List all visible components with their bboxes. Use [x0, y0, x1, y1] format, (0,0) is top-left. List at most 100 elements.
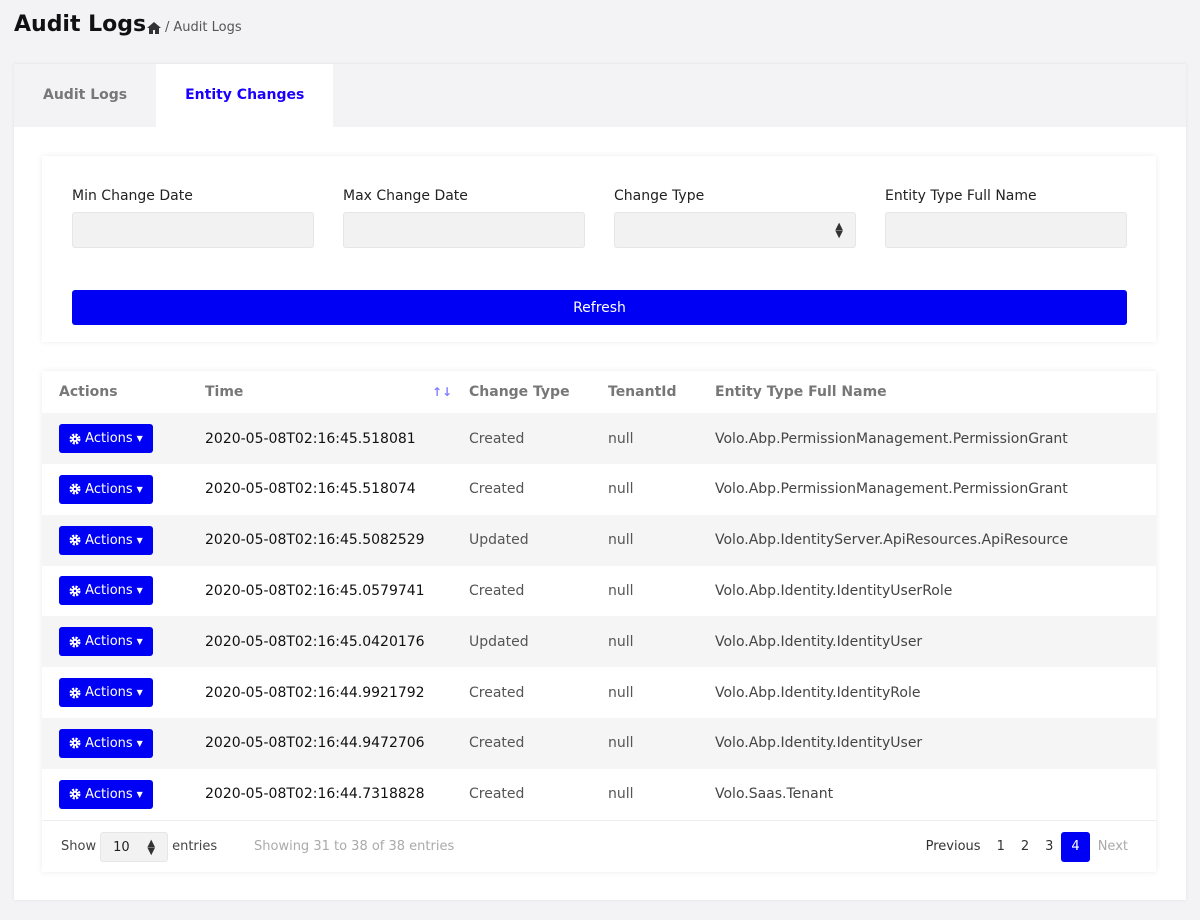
cell-entity-type: Volo.Abp.PermissionManagement.Permission… — [715, 481, 1068, 498]
next-page[interactable]: Next — [1097, 838, 1128, 854]
caret-down-icon: ▼ — [136, 688, 143, 697]
table-row: Actions ▼ 2020-05-08T02:16:44.9921792 Cre… — [42, 667, 1156, 718]
page-4[interactable]: 4 — [1061, 831, 1090, 862]
entity-type-label: Entity Type Full Name — [885, 188, 1037, 204]
cell-time: 2020-05-08T02:16:45.0420176 — [205, 633, 425, 650]
cell-entity-type: Volo.Abp.Identity.IdentityUser — [715, 633, 923, 650]
actions-label: Actions — [85, 431, 133, 446]
caret-down-icon: ▼ — [136, 789, 143, 799]
actions-button[interactable]: Actions ▼ — [59, 525, 153, 555]
actions-button[interactable]: Actions ▼ — [59, 474, 153, 504]
cell-change-type: Updated — [469, 532, 529, 549]
gear-icon — [69, 483, 81, 495]
cell-time: 2020-05-08T02:16:44.9472706 — [205, 735, 425, 752]
page-2[interactable]: 2 — [1020, 838, 1030, 854]
cell-change-type: Created — [469, 786, 525, 803]
actions-label: Actions — [85, 532, 133, 548]
page-title: Audit Logs — [14, 12, 147, 37]
previous-page[interactable]: Previous — [925, 838, 981, 854]
cell-entity-type: Volo.Abp.Identity.IdentityUserRole — [715, 582, 953, 599]
actions-label: Actions — [85, 634, 133, 650]
breadcrumb: / Audit Logs — [147, 20, 242, 35]
actions-label: Actions — [85, 481, 133, 497]
gear-icon — [69, 687, 81, 698]
filter-panel: Min Change Date Max Change Date Change T… — [42, 156, 1156, 342]
gear-icon — [69, 636, 81, 648]
change-type-label: Change Type — [614, 188, 705, 204]
actions-label: Actions — [85, 583, 133, 599]
cell-entity-type: Volo.Abp.IdentityServer.ApiResources.Api… — [715, 532, 1069, 549]
max-date-label: Max Change Date — [343, 188, 468, 204]
gear-icon — [69, 788, 81, 800]
table-row: Actions ▼ 2020-05-08T02:16:45.518081 Crea… — [42, 413, 1156, 464]
table-row: Actions ▼ 2020-05-08T02:16:45.0420176 Upd… — [42, 616, 1156, 668]
header-actions: Actions — [59, 384, 118, 400]
entries-label: entries — [172, 839, 218, 854]
cell-change-type: Updated — [469, 633, 529, 650]
cell-change-type: Created — [469, 430, 525, 447]
cell-change-type: Created — [469, 684, 525, 701]
table-row: Actions ▼ 2020-05-08T02:16:45.5082529 Upd… — [42, 514, 1156, 566]
caret-down-icon: ▼ — [136, 434, 143, 443]
table-row: Actions ▼ 2020-05-08T02:16:45.0579741 Cre… — [42, 565, 1156, 616]
breadcrumb-separator: / — [165, 20, 170, 35]
table-header: Actions Time ↑↓ Change Type TenantId Ent… — [42, 371, 1156, 413]
header-entity-type[interactable]: Entity Type Full Name — [715, 384, 887, 400]
caret-down-icon: ▼ — [136, 738, 143, 748]
tab-entity-changes[interactable]: Entity Changes — [156, 64, 334, 127]
cell-time: 2020-05-08T02:16:45.518081 — [205, 430, 416, 447]
entity-type-input[interactable] — [885, 212, 1127, 248]
gear-icon — [69, 433, 81, 444]
breadcrumb-current: Audit Logs — [173, 20, 242, 35]
header-time[interactable]: Time — [205, 384, 244, 400]
min-date-input[interactable] — [72, 212, 314, 248]
cell-tenant-id: null — [608, 430, 634, 447]
cell-entity-type: Volo.Saas.Tenant — [715, 786, 834, 803]
actions-label: Actions — [85, 786, 133, 802]
caret-down-icon: ▼ — [136, 637, 143, 647]
page-size-select[interactable]: 10 ▲ ▼ — [100, 831, 169, 862]
cell-tenant-id: null — [608, 582, 634, 599]
gear-icon — [69, 585, 81, 597]
cell-entity-type: Volo.Abp.PermissionManagement.Permission… — [715, 430, 1068, 447]
pagination-info: Showing 31 to 38 of 38 entries — [254, 839, 455, 854]
table-row: Actions ▼ 2020-05-08T02:16:44.9472706 Cre… — [42, 717, 1156, 769]
cell-change-type: Created — [469, 481, 525, 498]
actions-button[interactable]: Actions ▼ — [59, 424, 153, 453]
header-tenant-id[interactable]: TenantId — [608, 384, 677, 400]
select-arrows-icon: ▲ ▼ — [835, 221, 843, 240]
caret-down-icon: ▼ — [136, 586, 143, 596]
page-1[interactable]: 1 — [996, 838, 1005, 854]
cell-tenant-id: null — [608, 481, 634, 498]
sort-icon[interactable]: ↑↓ — [432, 385, 453, 399]
show-label: Show — [61, 839, 97, 854]
cell-change-type: Created — [469, 582, 525, 599]
page-size-value: 10 — [113, 839, 130, 855]
entity-changes-table: Actions Time ↑↓ Change Type TenantId Ent… — [42, 371, 1156, 872]
cell-time: 2020-05-08T02:16:45.5082529 — [205, 532, 425, 549]
select-arrows-icon: ▲ ▼ — [147, 837, 156, 857]
cell-tenant-id: null — [608, 684, 634, 701]
tab-audit-logs[interactable]: Audit Logs — [43, 87, 128, 103]
actions-button[interactable]: Actions ▼ — [59, 576, 153, 606]
change-type-select[interactable]: ▲ ▼ — [614, 212, 856, 248]
table-row: Actions ▼ 2020-05-08T02:16:45.518074 Crea… — [42, 464, 1156, 515]
home-icon[interactable] — [147, 21, 161, 34]
actions-label: Actions — [85, 735, 133, 751]
min-date-label: Min Change Date — [72, 188, 193, 204]
page-3[interactable]: 3 — [1045, 838, 1054, 854]
cell-entity-type: Volo.Abp.Identity.IdentityRole — [715, 684, 921, 701]
header-change-type[interactable]: Change Type — [469, 384, 570, 400]
actions-button[interactable]: Actions ▼ — [59, 728, 153, 758]
pagination: Previous 1 2 3 4 Next — [918, 831, 1136, 862]
actions-button[interactable]: Actions ▼ — [59, 779, 153, 809]
caret-down-icon: ▼ — [136, 484, 143, 494]
actions-label: Actions — [85, 685, 133, 700]
caret-down-icon: ▼ — [136, 535, 143, 545]
table-row: Actions ▼ 2020-05-08T02:16:44.7318828 Cre… — [42, 769, 1156, 820]
actions-button[interactable]: Actions ▼ — [59, 678, 153, 707]
max-date-input[interactable] — [343, 212, 585, 248]
actions-button[interactable]: Actions ▼ — [59, 627, 153, 657]
refresh-button[interactable]: Refresh — [72, 290, 1127, 325]
cell-tenant-id: null — [608, 532, 634, 549]
